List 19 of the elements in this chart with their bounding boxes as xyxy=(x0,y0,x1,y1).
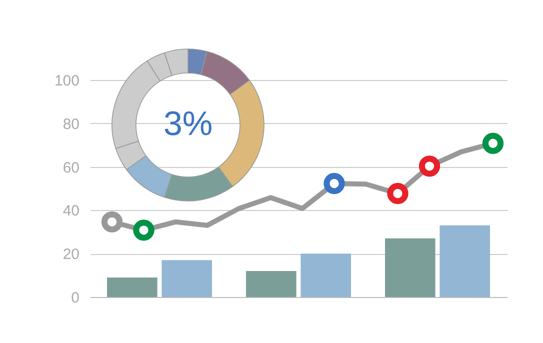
y-tick-label: 20 xyxy=(62,246,80,264)
y-tick-label: 100 xyxy=(54,72,80,90)
point xyxy=(133,220,154,241)
bar xyxy=(300,254,351,297)
point xyxy=(101,211,123,232)
bar xyxy=(246,270,296,297)
y-tick-label: 0 xyxy=(71,290,80,306)
y-tick-label: 80 xyxy=(62,116,80,133)
y-tick-label: 60 xyxy=(62,159,80,176)
point xyxy=(418,156,440,177)
bar xyxy=(107,277,158,297)
point xyxy=(482,132,504,154)
bar xyxy=(440,225,490,297)
point xyxy=(387,182,408,204)
annotation: 3% xyxy=(163,105,213,143)
bar xyxy=(162,260,212,297)
point xyxy=(324,172,345,194)
y-tick-label: 40 xyxy=(62,202,80,220)
bar xyxy=(385,238,436,297)
